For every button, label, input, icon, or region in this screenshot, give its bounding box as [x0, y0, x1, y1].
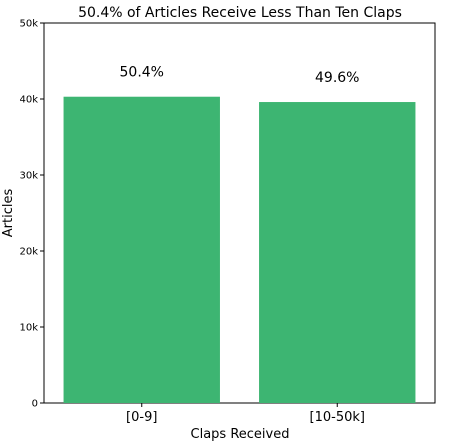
bars — [63, 96, 416, 403]
y-axis-ticks: 0 10k 20k 30k 40k 50k — [19, 19, 44, 410]
x-tick-label-1: [10-50k] — [310, 410, 365, 425]
axes-frame — [43, 22, 436, 404]
data-label-0: 50.4% — [120, 65, 164, 81]
x-tick-label-0: [0-9] — [126, 410, 157, 425]
data-label-1: 49.6% — [315, 70, 359, 86]
bar-1 — [259, 102, 416, 403]
x-axis-ticks: [0-9] [10-50k] — [126, 403, 365, 425]
data-labels: 50.4% 49.6% — [120, 65, 360, 86]
y-tick-label-0: 0 — [32, 399, 38, 410]
chart-title: 50.4% of Articles Receive Less Than Ten … — [78, 5, 402, 21]
y-tick-label-4: 40k — [19, 95, 38, 106]
y-tick-label-5: 50k — [19, 19, 38, 30]
y-axis-label: Articles — [1, 189, 16, 238]
bar-0 — [63, 96, 220, 403]
x-axis-label: Claps Received — [191, 427, 290, 442]
y-tick-label-1: 10k — [19, 323, 38, 334]
y-tick-label-3: 30k — [19, 171, 38, 182]
plot-area — [43, 22, 436, 404]
y-tick-label-2: 20k — [19, 247, 38, 258]
